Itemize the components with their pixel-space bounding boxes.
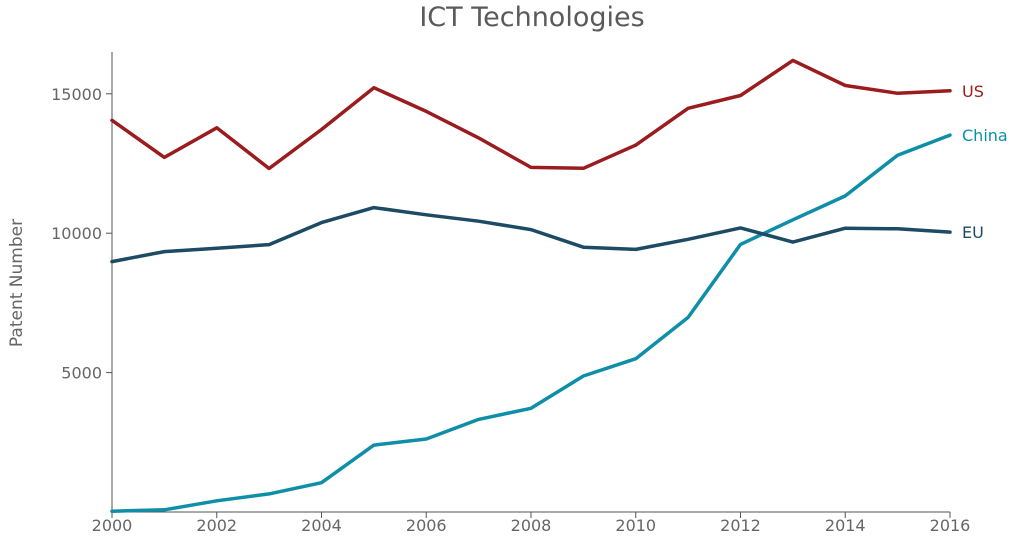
x-tick-label: 2006 <box>406 516 447 535</box>
x-tick-label: 2008 <box>511 516 552 535</box>
y-tick-label: 15000 <box>51 85 102 104</box>
axes: 2000 2002 2004 2006 2008 2010 2012 2014 2016 5000… <box>51 52 970 535</box>
series-line-eu <box>110 205 952 264</box>
x-tick-label: 2016 <box>930 516 971 535</box>
series-label-us: US <box>962 82 984 101</box>
series-label-eu: EU <box>962 223 984 242</box>
series-lines <box>110 58 952 513</box>
chart-title: ICT Technologies <box>419 2 645 33</box>
x-tick-label: 2000 <box>92 516 133 535</box>
y-axis-label: Patent Number <box>7 219 27 347</box>
y-tick-label: 10000 <box>51 224 102 243</box>
x-tick-label: 2002 <box>196 516 237 535</box>
x-tick-label: 2004 <box>301 516 342 535</box>
series-label-china: China <box>962 126 1008 145</box>
x-tick-label: 2012 <box>720 516 761 535</box>
x-tick-label: 2014 <box>825 516 866 535</box>
series-line-us <box>110 58 952 171</box>
x-tick-label: 2010 <box>615 516 656 535</box>
series-labels: US China EU <box>962 82 1008 242</box>
series-line-china <box>110 133 952 513</box>
y-tick-label: 5000 <box>61 364 102 383</box>
